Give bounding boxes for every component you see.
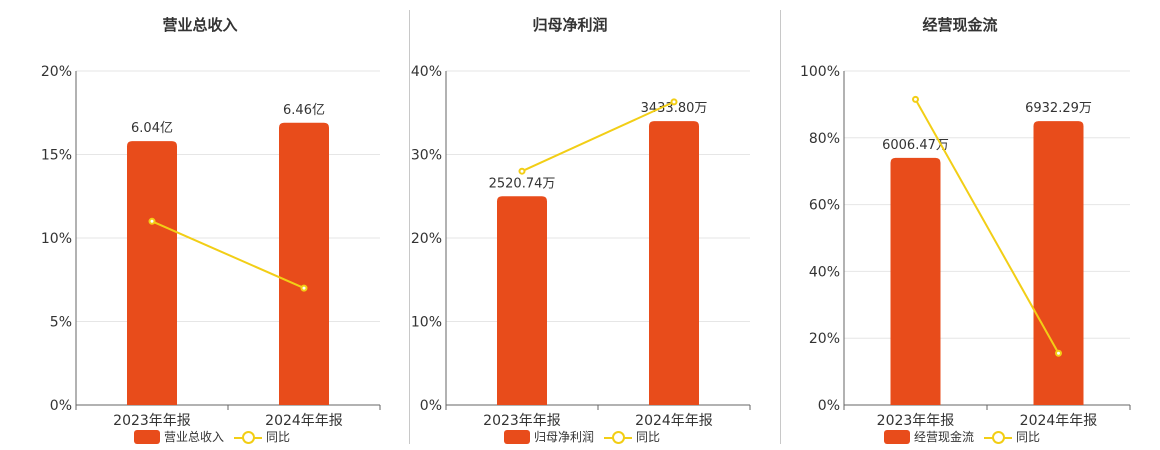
line-point bbox=[670, 98, 678, 106]
line-point bbox=[1055, 349, 1062, 357]
chart-panel-revenue: 营业总收入 0% 5% 10% 15% 20% 6.04亿 6.46亿 2023年年报 2024… bbox=[0, 0, 400, 450]
bar-data-label: 3433.80万 bbox=[641, 101, 708, 116]
y-tick-label: 15% bbox=[41, 148, 72, 164]
bar-data-label: 2520.74万 bbox=[489, 176, 556, 191]
y-tick-label: 10% bbox=[41, 231, 72, 247]
x-tick-label: 2024年年报 bbox=[265, 413, 343, 429]
legend-bar-swatch bbox=[134, 429, 160, 444]
y-tick-label: 20% bbox=[41, 64, 72, 80]
y-tick-label: 20% bbox=[809, 331, 840, 347]
chart-plot: 0% 10% 20% 30% 40% 2520.74万 3433.80万 2023年年报 202… bbox=[411, 64, 751, 429]
bar bbox=[1033, 121, 1084, 405]
line-series bbox=[521, 100, 675, 173]
y-tick-label: 5% bbox=[50, 315, 72, 331]
y-tick-label: 10% bbox=[411, 315, 442, 331]
legend-bar-label: 经营现金流 bbox=[914, 430, 975, 444]
legend-line-swatch bbox=[604, 430, 633, 444]
chart-panel-net-profit: 归母净利润 0% 10% 20% 30% 40% 2520.74万 3433.80万 2023… bbox=[370, 0, 770, 450]
line-point bbox=[148, 217, 156, 225]
line-series bbox=[151, 220, 305, 290]
bar-data-label: 6.04亿 bbox=[131, 121, 173, 136]
y-tick-label: 30% bbox=[411, 148, 442, 164]
chart-plot: 0% 20% 40% 60% 80% 100% 6006.47万 6932.29万 2023年年… bbox=[800, 64, 1131, 429]
bar-data-label: 6.46亿 bbox=[283, 103, 325, 118]
chart-legend: 营业总收入 同比 bbox=[134, 428, 290, 445]
chart-title: 营业总收入 bbox=[162, 16, 238, 34]
bar-data-label: 6932.29万 bbox=[1025, 101, 1092, 116]
line-series bbox=[914, 98, 1060, 354]
x-tick-label: 2023年年报 bbox=[113, 413, 191, 429]
bar bbox=[127, 141, 177, 405]
y-tick-label: 0% bbox=[818, 398, 840, 414]
chart-title: 经营现金流 bbox=[922, 16, 998, 34]
x-tick-label: 2023年年报 bbox=[483, 413, 561, 429]
legend-line-swatch bbox=[234, 430, 263, 444]
panel-divider bbox=[409, 10, 410, 444]
bar bbox=[890, 157, 941, 405]
legend-line-swatch bbox=[984, 430, 1013, 444]
panel-divider bbox=[780, 10, 781, 444]
bar bbox=[497, 196, 547, 405]
y-tick-label: 60% bbox=[809, 198, 840, 214]
bar bbox=[279, 122, 329, 406]
legend-line-label: 同比 bbox=[636, 430, 661, 444]
legend-bar-label: 归母净利润 bbox=[534, 430, 595, 444]
line-point bbox=[300, 284, 308, 292]
y-tick-label: 20% bbox=[411, 231, 442, 247]
y-tick-label: 80% bbox=[809, 131, 840, 147]
y-tick-label: 40% bbox=[809, 264, 840, 280]
y-tick-label: 0% bbox=[50, 398, 72, 414]
y-tick-label: 0% bbox=[420, 398, 442, 414]
line-point bbox=[518, 167, 526, 175]
x-tick-label: 2023年年报 bbox=[877, 413, 955, 429]
legend-line-label: 同比 bbox=[1016, 430, 1041, 444]
legend-bar-swatch bbox=[504, 429, 530, 444]
bar bbox=[649, 121, 699, 405]
chart-legend: 归母净利润 同比 bbox=[504, 428, 660, 445]
x-tick-label: 2024年年报 bbox=[1020, 413, 1098, 429]
legend-line-label: 同比 bbox=[266, 430, 291, 444]
chart-title: 归母净利润 bbox=[532, 16, 608, 34]
y-tick-label: 40% bbox=[411, 64, 442, 80]
chart-plot: 0% 5% 10% 15% 20% 6.04亿 6.46亿 2023年年报 2024年年报 bbox=[41, 64, 381, 429]
legend-bar-swatch bbox=[884, 429, 910, 444]
bar-data-label: 6006.47万 bbox=[882, 138, 949, 153]
legend-bar-label: 营业总收入 bbox=[164, 430, 225, 444]
chart-panel-operating-cash-flow: 经营现金流 0% 20% 40% 60% 80% 100% 6006.47万 6932.29万… bbox=[760, 0, 1160, 450]
chart-legend: 经营现金流 同比 bbox=[884, 428, 1040, 445]
x-tick-label: 2024年年报 bbox=[635, 413, 713, 429]
line-point bbox=[912, 95, 919, 103]
y-tick-label: 100% bbox=[800, 64, 840, 80]
